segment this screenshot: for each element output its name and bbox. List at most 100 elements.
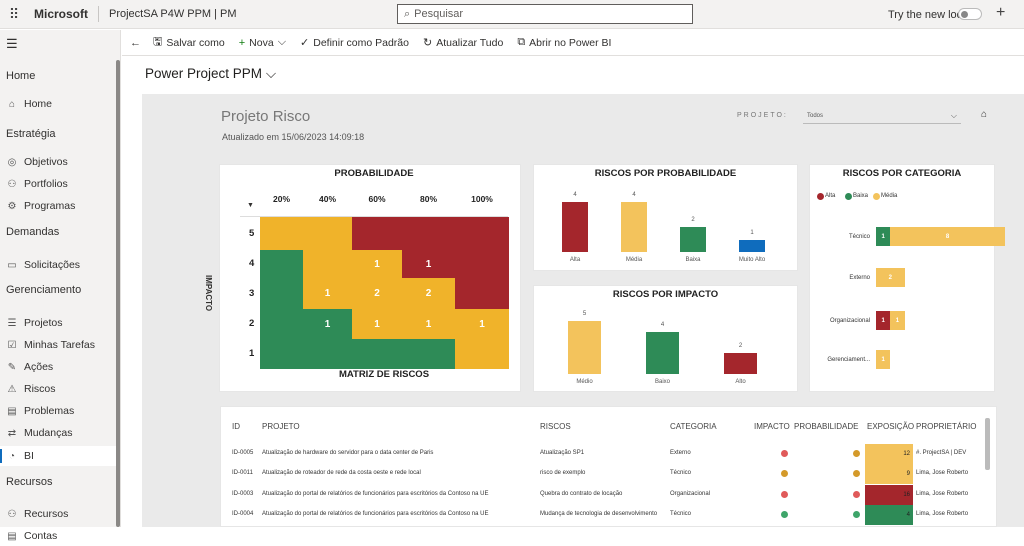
add-icon[interactable]: + xyxy=(996,4,1006,21)
matrix-col-header: 40% xyxy=(318,194,336,204)
save-as-button[interactable]: 🖫 Salvar como xyxy=(153,33,225,52)
impact-chart-title: RISCOS POR IMPACTO xyxy=(612,289,719,300)
sidebar-scrollbar[interactable] xyxy=(116,60,120,527)
open-power-bi-button[interactable]: ⧉ Abrir no Power BI xyxy=(517,36,611,49)
chart-bar[interactable] xyxy=(621,202,647,252)
back-button[interactable]: ← xyxy=(130,37,141,49)
matrix-cell[interactable]: 1 xyxy=(455,309,509,339)
matrix-cell[interactable]: 1 xyxy=(402,250,455,278)
cell-risco[interactable]: risco de exemplo xyxy=(540,470,586,476)
chart-data-label: 5 xyxy=(582,311,587,317)
cell-projeto[interactable]: Atualização de roteador de rede da costa… xyxy=(262,470,421,476)
sidebar-item-projetos[interactable]: ☰ Projetos xyxy=(0,313,117,333)
matrix-cell[interactable]: 1 xyxy=(303,309,352,339)
cell-risco[interactable]: Mudança de tecnologia de desenvolvimento xyxy=(540,511,658,517)
matrix-cell[interactable] xyxy=(260,217,303,250)
sidebar: ☰ Home ⌂ Home Estratégia ◎ Objetivos ⚇ Portfoli… xyxy=(0,30,121,542)
projeto-filter-select[interactable]: Todos ⌵ xyxy=(803,109,961,124)
app-launcher-icon[interactable]: ⠿ xyxy=(8,5,20,22)
sidebar-item-bi[interactable]: ◔ BI xyxy=(0,446,117,466)
sidebar-item-contas[interactable]: ▤ Contas xyxy=(0,526,117,546)
sidebar-item-programas[interactable]: ⚙ Programas xyxy=(0,196,117,216)
table-header[interactable]: PROPRIETÁRIO xyxy=(916,422,977,431)
category-bar-segment[interactable]: 2 xyxy=(876,268,905,287)
matrix-cell[interactable] xyxy=(455,250,509,278)
sidebar-item-minhastarefas[interactable]: ☑ Minhas Tarefas xyxy=(0,335,117,355)
set-default-button[interactable]: ✓ Definir como Padrão xyxy=(300,36,409,50)
sidebar-item-mudanas[interactable]: ⇄ Mudanças xyxy=(0,423,117,443)
matrix-cell[interactable] xyxy=(260,309,303,339)
cell-projeto[interactable]: Atualização do portal de relatórios de f… xyxy=(262,491,489,497)
refresh-all-button[interactable]: ↻ Atualizar Tudo xyxy=(423,36,503,50)
cell-risco[interactable]: Quebra do contrato de locação xyxy=(540,491,623,497)
matrix-cell[interactable] xyxy=(303,217,352,250)
sidebar-item-solicitaes[interactable]: ▭ Solicitações xyxy=(0,255,117,275)
sidebar-item-aes[interactable]: ✎ Ações xyxy=(0,357,117,377)
matrix-cell[interactable] xyxy=(402,339,455,369)
try-new-look-toggle[interactable] xyxy=(958,8,982,20)
table-header[interactable]: PROJETO xyxy=(262,422,300,431)
matrix-cell[interactable] xyxy=(352,217,402,250)
category-bar-segment[interactable]: 1 xyxy=(876,227,891,246)
cell-risco[interactable]: Atualização SP1 xyxy=(540,450,585,456)
new-button[interactable]: + Nova ⌵ xyxy=(239,36,286,49)
chart-bar[interactable] xyxy=(646,331,679,374)
chart-category-label: Alta xyxy=(569,257,581,263)
matrix-cell[interactable] xyxy=(402,217,455,250)
matrix-cell[interactable] xyxy=(303,339,352,369)
table-header[interactable]: EXPOSIÇÃO xyxy=(867,422,915,431)
table-header[interactable]: PROBABILIDADE xyxy=(794,422,859,431)
sidebar-item-home[interactable]: ⌂ Home xyxy=(0,94,117,114)
brand-name: Microsoft xyxy=(34,7,88,21)
matrix-cell[interactable]: 2 xyxy=(402,278,455,309)
matrix-cell[interactable] xyxy=(455,278,509,309)
cell-id: ID-0003 xyxy=(232,491,254,497)
matrix-cell[interactable]: 1 xyxy=(402,309,455,339)
table-header[interactable]: ID xyxy=(232,422,240,431)
sidebar-item-riscos[interactable]: ⚠ Riscos xyxy=(0,379,117,399)
table-scrollbar[interactable] xyxy=(985,418,990,470)
matrix-cell[interactable] xyxy=(455,339,509,369)
sidebar-heading: Home xyxy=(6,70,36,82)
matrix-cell[interactable]: 2 xyxy=(352,278,402,309)
category-bar-segment[interactable]: 1 xyxy=(876,350,891,369)
matrix-cell[interactable] xyxy=(303,250,352,278)
sidebar-item-label: Recursos xyxy=(24,508,69,520)
category-bar-segment[interactable]: 1 xyxy=(890,311,905,330)
category-bar-segment[interactable]: 1 xyxy=(876,311,891,330)
sidebar-item-portfolios[interactable]: ⚇ Portfolios xyxy=(0,174,117,194)
category-bar-segment[interactable]: 8 xyxy=(890,227,1005,246)
sidebar-item-problemas[interactable]: ▤ Problemas xyxy=(0,401,117,421)
page-title[interactable]: Power Project PPM ⌵ xyxy=(145,66,276,82)
set-default-label: Definir como Padrão xyxy=(313,36,409,49)
search-input[interactable]: ⌕ Pesquisar xyxy=(397,4,693,24)
cell-projeto[interactable]: Atualização do portal de relatórios de f… xyxy=(262,511,489,517)
table-header[interactable]: IMPACTO xyxy=(754,422,790,431)
chart-bar[interactable] xyxy=(680,227,706,252)
open-icon: ⧉ xyxy=(517,36,526,48)
table-header[interactable]: RISCOS xyxy=(540,422,571,431)
matrix-cell[interactable] xyxy=(352,339,402,369)
chart-bar[interactable] xyxy=(724,352,757,374)
table-header[interactable]: CATEGORIA xyxy=(670,422,717,431)
matrix-cell[interactable]: 1 xyxy=(303,278,352,309)
app-title[interactable]: ProjectSA P4W PPM | PM xyxy=(109,8,237,20)
home-icon[interactable]: ⌂ xyxy=(981,109,988,120)
matrix-cell[interactable] xyxy=(260,250,303,278)
matrix-cell[interactable] xyxy=(455,217,509,250)
chart-bar[interactable] xyxy=(739,239,765,252)
page-title-text: Power Project PPM xyxy=(145,66,263,81)
chart-data-label: 1 xyxy=(750,229,754,236)
impact-indicator xyxy=(781,450,788,457)
chart-bar[interactable] xyxy=(562,202,588,252)
matrix-cell[interactable] xyxy=(260,339,303,369)
cell-projeto[interactable]: Atualização de hardware do servidor para… xyxy=(262,450,434,456)
chart-bar[interactable] xyxy=(568,321,601,374)
matrix-cell[interactable]: 1 xyxy=(352,250,402,278)
matrix-cell[interactable] xyxy=(260,278,303,309)
hamburger-icon[interactable]: ☰ xyxy=(6,36,18,51)
sidebar-item-recursos[interactable]: ⚇ Recursos xyxy=(0,504,117,524)
matrix-cell[interactable]: 1 xyxy=(352,309,402,339)
sidebar-item-objetivos[interactable]: ◎ Objetivos xyxy=(0,152,117,172)
sort-icon[interactable]: ▼ xyxy=(247,202,254,209)
